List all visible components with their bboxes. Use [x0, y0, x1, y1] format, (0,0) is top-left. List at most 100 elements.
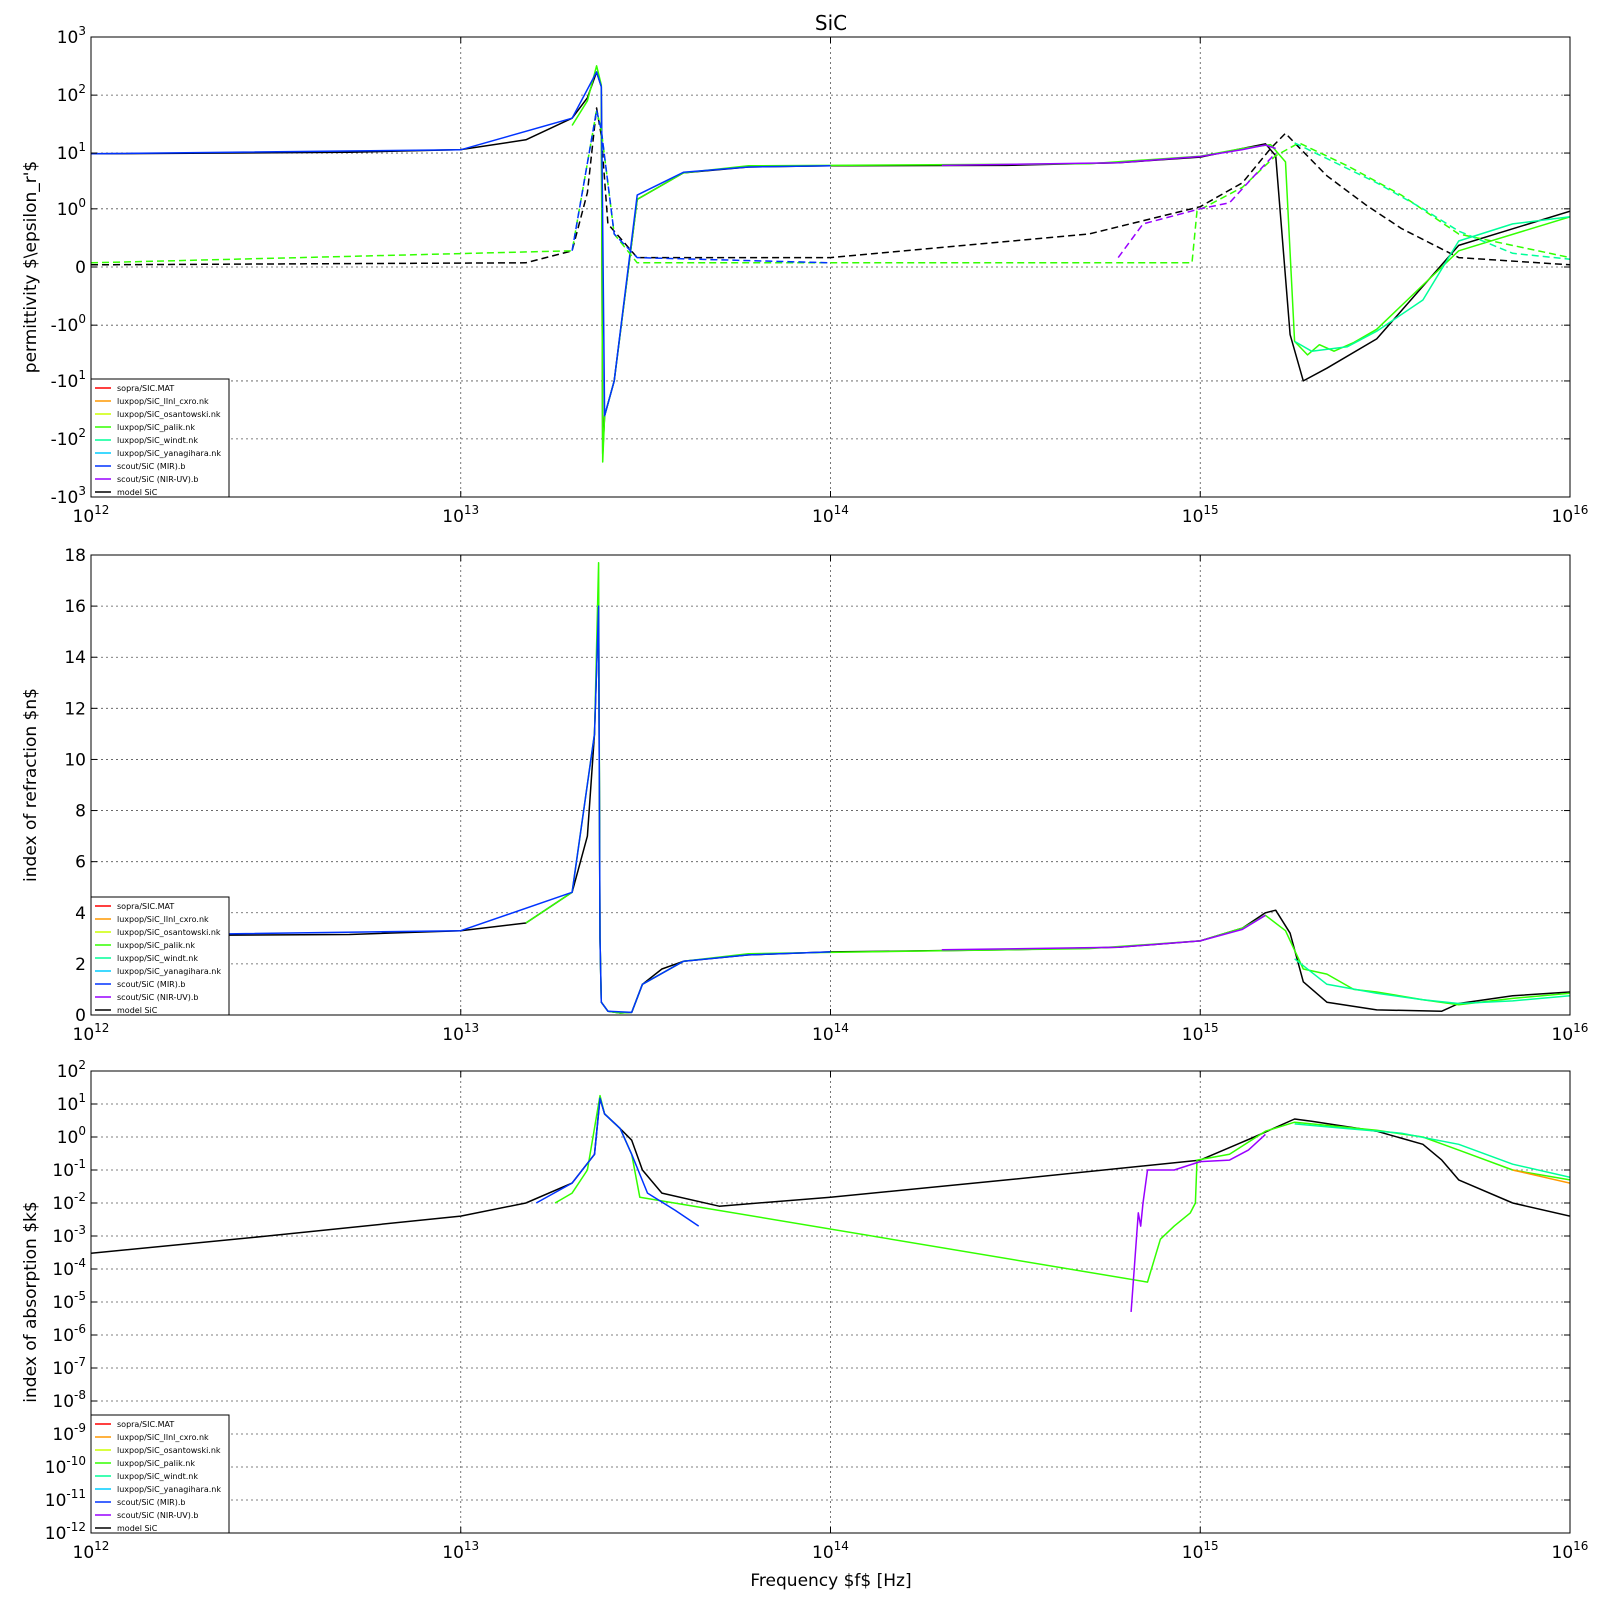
legend-label: luxpop/SiC_yanagihara.nk [117, 1485, 221, 1494]
y-tick-label: 4 [75, 904, 86, 924]
series-line-2 [554, 1094, 1570, 1283]
legend-label: luxpop/SiC_windt.nk [117, 1472, 198, 1481]
x-tick-label: 1016 [1552, 1539, 1589, 1563]
legend-label: scout/SiC (NIR-UV).b [117, 993, 198, 1002]
y-axis-label: index of refraction $n$ [21, 688, 41, 882]
legend-box [90, 896, 230, 1016]
y-axis-label: permittivity $\epsilon_r'$ [21, 161, 41, 373]
legend-label: luxpop/SiC_yanagihara.nk [117, 449, 221, 458]
y-tick-label: -100 [51, 312, 86, 336]
legend-label: model SiC [117, 1006, 158, 1015]
y-tick-label: 10-7 [52, 1355, 86, 1379]
legend-label: scout/SiC (MIR).b [117, 462, 185, 471]
series-line-3 [1294, 1123, 1570, 1179]
y-tick-label: 10-1 [52, 1157, 86, 1181]
panel-2: 1012 1013 1014 1015 1016024681012141618index… [21, 546, 1588, 1045]
y-tick-label: 0 [75, 1006, 86, 1026]
legend-label: luxpop/SiC_windt.nk [117, 436, 198, 445]
legend-label: luxpop/SiC_palik.nk [117, 941, 195, 950]
series-line-5 [1294, 216, 1570, 352]
x-tick-label: 1016 [1552, 503, 1589, 527]
legend-box [90, 378, 230, 498]
x-tick-label: 1015 [1182, 1021, 1219, 1045]
series-group [91, 561, 1570, 1014]
y-tick-label: 14 [64, 648, 86, 668]
y-tick-label: -102 [51, 426, 86, 450]
y-tick-label: 10-5 [52, 1289, 86, 1313]
series-line-4 [1512, 1169, 1570, 1184]
legend-label: luxpop/SiC_yanagihara.nk [117, 967, 221, 976]
series-line-8 [1294, 142, 1570, 260]
x-tick-label: 1015 [1182, 503, 1219, 527]
y-tick-label: 10-10 [45, 1454, 86, 1478]
legend-label: luxpop/SiC_osantowski.nk [117, 928, 221, 937]
legend-label: scout/SiC (NIR-UV).b [117, 1511, 198, 1520]
legend-label: luxpop/SiC_llnl_cxro.nk [117, 915, 209, 924]
panel-1: 1012 1013 1014 1015 1016 103 102 101 100 0 -100 -10… [21, 24, 1588, 527]
legend-label: luxpop/SiC_llnl_cxro.nk [117, 1433, 209, 1442]
y-tick-label: 10-11 [45, 1487, 86, 1511]
x-tick-label: 1014 [812, 1021, 849, 1045]
y-axis-label: index of absorption $k$ [21, 1201, 41, 1402]
ticks: 1012 1013 1014 1015 1016 102 101 100 10-1 10-2 10-… [45, 1058, 1589, 1563]
y-tick-label: 101 [57, 140, 86, 164]
legend-label: luxpop/SiC_osantowski.nk [117, 410, 221, 419]
legend-label: sopra/SIC.MAT [117, 902, 174, 911]
grid [91, 555, 1570, 1015]
y-tick-label: 10-8 [52, 1388, 86, 1412]
legend-label: luxpop/SiC_osantowski.nk [117, 1446, 221, 1455]
x-tick-label: 1013 [442, 503, 479, 527]
x-tick-label: 1014 [812, 1539, 849, 1563]
legend-box [90, 1414, 230, 1534]
x-tick-label: 1012 [73, 1021, 110, 1045]
legend-label: luxpop/SiC_windt.nk [117, 954, 198, 963]
x-tick-label: 1015 [1182, 1539, 1219, 1563]
y-tick-label: 101 [57, 1091, 86, 1115]
legend-label: luxpop/SiC_palik.nk [117, 1459, 195, 1468]
series-line-4 [91, 71, 831, 417]
y-tick-label: 10-6 [52, 1322, 86, 1346]
legend-label: model SiC [117, 488, 158, 497]
x-tick-label: 1012 [73, 503, 110, 527]
y-tick-label: 10-9 [52, 1421, 86, 1445]
series-line-10 [571, 109, 831, 264]
y-tick-label: 16 [64, 597, 86, 617]
x-tick-label: 1016 [1552, 1021, 1589, 1045]
series-line-4 [91, 605, 831, 1014]
series-line-6 [1130, 1133, 1266, 1312]
legend: sopra/SIC.MAT luxpop/SiC_llnl_cxro.nkluxp… [90, 1414, 230, 1534]
series-line-5 [941, 914, 1266, 951]
series-line-2 [91, 107, 1570, 266]
legend: sopra/SIC.MAT luxpop/SiC_llnl_cxro.nkluxp… [90, 378, 230, 498]
legend-label: scout/SiC (NIR-UV).b [117, 475, 198, 484]
legend-label: luxpop/SiC_palik.nk [117, 423, 195, 432]
grid [91, 37, 1570, 497]
x-tick-label: 1013 [442, 1021, 479, 1045]
grid [91, 1071, 1570, 1533]
legend-label: luxpop/SiC_llnl_cxro.nk [117, 397, 209, 406]
y-tick-label: 10-2 [52, 1190, 86, 1214]
ticks: 1012 1013 1014 1015 1016 103 102 101 100 0 -100 -10… [51, 24, 1589, 527]
x-tick-label: 1012 [73, 1539, 110, 1563]
x-tick-label: 1014 [812, 503, 849, 527]
y-tick-label: -103 [51, 484, 86, 508]
y-tick-label: 10-3 [52, 1223, 86, 1247]
series-line-2 [525, 561, 1570, 1014]
y-tick-label: 10-12 [45, 1520, 86, 1544]
series-line-7 [91, 109, 1570, 264]
series-line-5 [535, 1097, 700, 1227]
y-tick-label: 100 [57, 196, 86, 220]
panel-3: 1012 1013 1014 1015 1016 102 101 100 10-1 10-2 10-… [21, 1058, 1588, 1563]
series-line-3 [1294, 958, 1570, 1005]
y-tick-label: 0 [75, 258, 86, 278]
legend-label: sopra/SIC.MAT [117, 1420, 174, 1429]
y-tick-label: 102 [57, 82, 86, 106]
x-tick-label: 1013 [442, 1539, 479, 1563]
y-tick-label: 18 [64, 546, 86, 566]
series-line-3 [571, 65, 1570, 463]
y-tick-label: 102 [57, 1058, 86, 1082]
y-tick-label: 12 [64, 699, 86, 719]
y-tick-label: -101 [51, 368, 86, 392]
